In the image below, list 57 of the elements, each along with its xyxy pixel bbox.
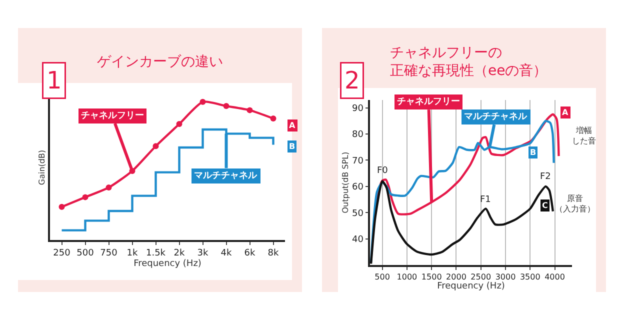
line-series bbox=[370, 180, 554, 265]
line-series bbox=[374, 113, 560, 216]
annotation: B bbox=[530, 148, 536, 157]
text: チャネルフリー bbox=[81, 111, 144, 121]
text: 1 bbox=[46, 66, 62, 94]
y-tick-label: 70 bbox=[352, 156, 364, 166]
y-axis-title: Gain(dB) bbox=[37, 150, 46, 186]
text: チャネルフリー bbox=[397, 97, 460, 107]
x-tick-label: 6k bbox=[244, 248, 256, 259]
x-tick-label: 4k bbox=[220, 248, 232, 259]
text: 2 bbox=[344, 66, 360, 94]
x-tick-label: 1000 bbox=[396, 272, 418, 282]
point bbox=[82, 194, 88, 200]
y-tick-label: 50 bbox=[352, 208, 364, 219]
series-label: マルチチャネル bbox=[194, 171, 258, 181]
text: B bbox=[289, 142, 296, 151]
x-tick-label: 750 bbox=[100, 248, 118, 259]
chart-title: チャネルフリーの正確な再現性（eeの音） bbox=[390, 45, 548, 80]
y-tick-label: 80 bbox=[352, 130, 364, 140]
x-tick-label: 8k bbox=[268, 248, 280, 259]
x-axis-title: Frequency (Hz) bbox=[134, 258, 202, 269]
point bbox=[152, 143, 159, 150]
x-tick-label: 3500 bbox=[520, 272, 540, 282]
x-tick-label: 500 bbox=[374, 272, 390, 282]
annotation: A bbox=[562, 108, 569, 117]
x-tick-label: 1.5k bbox=[146, 248, 166, 259]
x-tick-label: 4000 bbox=[544, 272, 565, 282]
annotation: F2 bbox=[540, 172, 551, 182]
point bbox=[270, 115, 276, 122]
x-tick-label: 2500 bbox=[470, 272, 492, 282]
annotation: F1 bbox=[480, 195, 491, 205]
x-tick-label: 2k bbox=[174, 248, 186, 259]
annotation: F0 bbox=[377, 166, 388, 176]
point bbox=[200, 98, 206, 105]
x-tick-label: 3k bbox=[197, 248, 209, 259]
x-tick-label: 2000 bbox=[446, 272, 466, 282]
x-tick-label: 3000 bbox=[495, 272, 516, 282]
y-tick-label: 90 bbox=[352, 104, 364, 114]
y-tick-label: 40 bbox=[352, 234, 364, 245]
annotation: 増幅した音 bbox=[572, 126, 596, 146]
text: A bbox=[289, 121, 296, 130]
x-tick-label: 1k bbox=[126, 248, 138, 259]
chart-title: ゲインカーブの違い bbox=[97, 54, 223, 70]
annotation: 原音（入力音） bbox=[555, 194, 595, 214]
series-label: マルチチャネル bbox=[464, 112, 528, 122]
x-tick-label: 1500 bbox=[421, 272, 442, 282]
y-axis-title: Output(dB SPL) bbox=[341, 152, 350, 214]
point bbox=[58, 204, 65, 210]
x-tick-label: 250 bbox=[53, 248, 71, 259]
point bbox=[246, 107, 253, 114]
annotation: C bbox=[542, 201, 548, 210]
y-tick-label: 60 bbox=[352, 182, 364, 193]
x-tick-label: 500 bbox=[76, 248, 94, 259]
x-axis-title: Frequency (Hz) bbox=[437, 282, 505, 292]
point bbox=[106, 184, 112, 191]
point bbox=[176, 121, 182, 127]
point bbox=[223, 103, 230, 110]
